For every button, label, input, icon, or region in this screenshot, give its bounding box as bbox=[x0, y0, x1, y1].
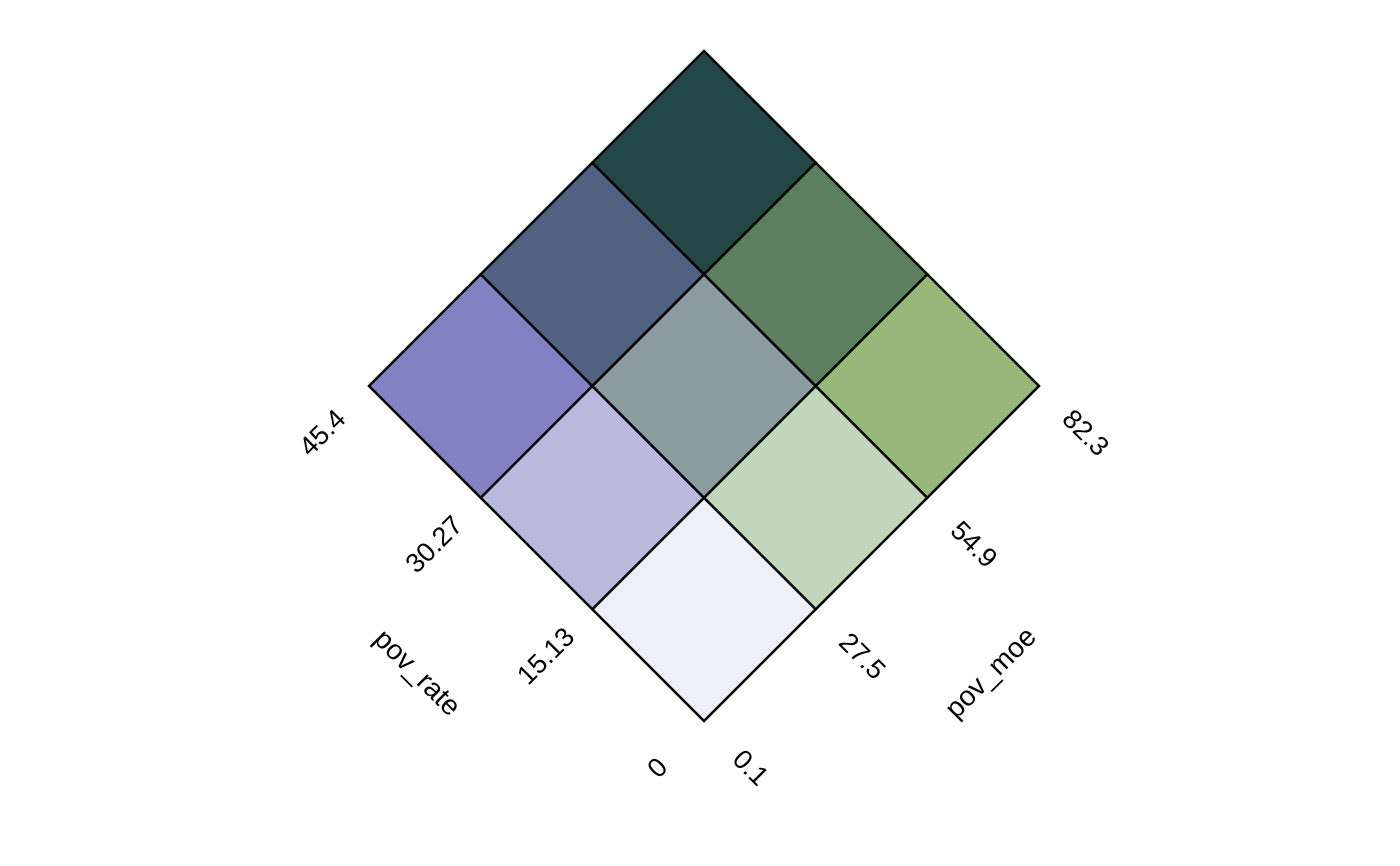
x-tick-label: 15.13 bbox=[511, 622, 580, 691]
x-tick-label: 45.4 bbox=[293, 404, 351, 462]
legend-cell-x3-y3 bbox=[590, 49, 818, 277]
x-tick-label: 30.27 bbox=[400, 510, 469, 579]
x-tick-label: 0 bbox=[641, 752, 673, 784]
y-tick-label: 82.3 bbox=[1057, 404, 1115, 462]
y-tick-label: 54.9 bbox=[945, 515, 1003, 573]
legend-cells bbox=[367, 49, 1041, 723]
y-tick-label: 0.1 bbox=[727, 744, 775, 792]
y-tick-label: 27.5 bbox=[833, 627, 891, 685]
x-axis-title: pov_rate bbox=[368, 623, 467, 722]
y-axis-title: pov_moe bbox=[939, 621, 1042, 724]
